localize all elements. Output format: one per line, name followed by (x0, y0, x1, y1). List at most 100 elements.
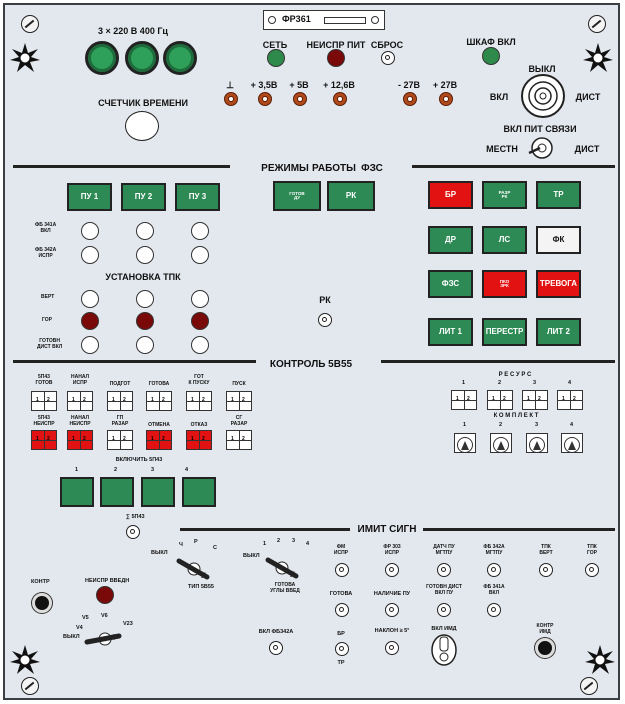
imit-br-tr-toggle[interactable] (335, 642, 349, 656)
jack-label: + 27В (432, 80, 458, 90)
imit-naklon-toggle[interactable] (385, 641, 399, 655)
jack-12v6[interactable] (333, 92, 347, 106)
br-button[interactable]: БР (428, 181, 473, 209)
phase-lamp-3 (163, 41, 197, 75)
v5-label: V5 (82, 615, 89, 621)
section-divider (412, 165, 615, 168)
jack-minus27v[interactable] (403, 92, 417, 106)
jack-27v[interactable] (439, 92, 453, 106)
control-title: КОНТРОЛЬ 5В55 (269, 359, 353, 370)
lit1-button[interactable]: ЛИТ 1 (428, 318, 473, 346)
tr-button[interactable]: ТР (536, 181, 581, 209)
imit-gotovn-toggle[interactable] (437, 603, 451, 617)
imit-tpk-vert-toggle[interactable] (539, 563, 553, 577)
rk-toggle[interactable] (318, 313, 332, 327)
trevoga-button[interactable]: ТРЕВОГА (536, 270, 581, 298)
imit-nalich-toggle[interactable] (385, 603, 399, 617)
ctrl-label: ГОТОВА (148, 381, 170, 387)
imit-dat-pu-toggle[interactable] (437, 563, 451, 577)
sum-5p43-toggle[interactable] (126, 525, 140, 539)
main-switch-on-label: ВКЛ (489, 92, 509, 102)
type-5v55-selector[interactable] (173, 553, 213, 583)
ctrl-label: 5П43 НЕИСПР (33, 415, 55, 427)
kontr-imd-button[interactable] (535, 638, 555, 658)
resurs-num: 4 (568, 380, 572, 386)
phase-lamp-1 (85, 41, 119, 75)
rk-mode-button[interactable]: РК (327, 181, 375, 211)
komplekt-meter-1 (454, 433, 476, 453)
pu2-button[interactable]: ПУ 2 (121, 183, 166, 211)
fg341a-label: ФБ 341А ВКЛ (35, 222, 57, 234)
fzs-button[interactable]: ФЗС (428, 270, 473, 298)
vkl-num: 3 (151, 467, 155, 473)
pu1-button[interactable]: ПУ 1 (67, 183, 112, 211)
fg342a-lamp-3 (191, 246, 209, 264)
v-selector[interactable] (83, 627, 123, 653)
imit-fr-ispr-toggle[interactable] (385, 563, 399, 577)
vkl-imd-switch[interactable] (430, 633, 458, 667)
vkl-5p43-button-3[interactable] (141, 477, 175, 507)
rk-toggle-label: РК (319, 295, 331, 305)
mount-star-icon (583, 43, 613, 72)
komplekt-num: 1 (463, 422, 467, 428)
ind-num: 2 (503, 396, 506, 402)
set-lamp (267, 49, 285, 67)
tpk-vert-lamp-3 (191, 290, 209, 308)
v-off-label: ВЫКЛ (63, 634, 80, 640)
jack-3v5[interactable] (258, 92, 272, 106)
perestr-button[interactable]: ПЕРЕСТР (482, 318, 527, 346)
reset-toggle[interactable] (381, 51, 395, 65)
main-power-switch[interactable] (520, 73, 566, 119)
link-power-switch[interactable] (527, 136, 557, 160)
screw-top-right (588, 15, 606, 33)
imit-fb341-toggle[interactable] (487, 603, 501, 617)
vkl-5p43-button-2[interactable] (100, 477, 134, 507)
kontr-button[interactable] (32, 593, 52, 613)
ind-num: 1 (36, 436, 39, 442)
vkl-5p43-button-4[interactable] (182, 477, 216, 507)
ind-num: 2 (47, 397, 50, 403)
imit-fm-ispr-toggle[interactable] (335, 563, 349, 577)
mount-star-icon (10, 43, 40, 72)
du-label: ДУ (293, 195, 301, 200)
vkl-fb342a-toggle[interactable] (269, 641, 283, 655)
dr-button[interactable]: ДР (428, 226, 473, 254)
resurs-title: Р Е С У Р С (498, 372, 532, 378)
imit-tpk-gor-toggle[interactable] (585, 563, 599, 577)
ls-button[interactable]: ЛС (482, 226, 527, 254)
jack-label: + 3,5В (250, 80, 278, 90)
tpk-gor-label: ГОР (42, 317, 52, 323)
section-divider (13, 165, 230, 168)
jack-5v[interactable] (293, 92, 307, 106)
ind-num: 1 (562, 396, 565, 402)
jack-ground[interactable] (224, 92, 238, 106)
fg341a-lamp-2 (136, 222, 154, 240)
v23-label: V23 (123, 621, 133, 627)
imit-label: ФР 303 ИСПР (383, 544, 401, 556)
v4-label: V4 (76, 625, 83, 631)
angle-selector[interactable] (263, 553, 303, 583)
type-off-label: ВЫКЛ (151, 550, 168, 556)
fk-button[interactable]: ФК (536, 226, 581, 254)
reset-label: СБРОС (370, 40, 404, 50)
ind-num: 2 (123, 436, 126, 442)
gotov-du-button[interactable]: ГОТОВ ДУ (273, 181, 321, 211)
ctrl-label: НАНАЛ ИСПР (70, 374, 90, 386)
vkl-5p43-button-1[interactable] (60, 477, 94, 507)
lit2-button[interactable]: ЛИТ 2 (536, 318, 581, 346)
imit-fb342-toggle[interactable] (487, 563, 501, 577)
imit-label: ГОТОВА (329, 591, 353, 597)
imit-gotova-toggle[interactable] (335, 603, 349, 617)
imit-label: ТР (337, 660, 345, 666)
tpk-gor-lamp-1 (81, 312, 99, 330)
ind-num: 1 (191, 436, 194, 442)
pu3-button[interactable]: ПУ 3 (175, 183, 220, 211)
ind-num: 2 (242, 397, 245, 403)
pko-zrk-button[interactable]: ПКО ЗРК (482, 270, 527, 298)
razr-rk-button[interactable]: РАЗР РК (482, 181, 527, 209)
fk-label: ФК (552, 235, 565, 244)
